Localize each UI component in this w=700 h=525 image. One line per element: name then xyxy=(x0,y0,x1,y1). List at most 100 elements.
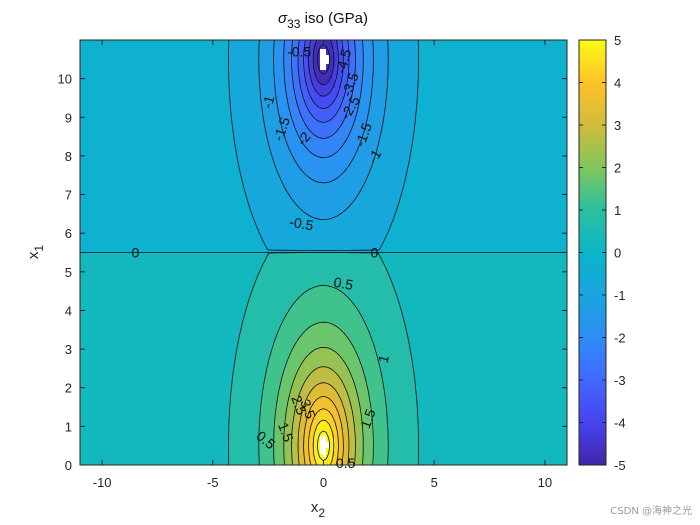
field-cell xyxy=(317,58,321,62)
field-cell xyxy=(377,40,381,44)
field-cell xyxy=(353,97,357,101)
field-cell xyxy=(299,40,303,44)
field-cell xyxy=(116,82,120,86)
field-cell xyxy=(383,76,387,80)
field-cell xyxy=(167,91,171,95)
field-cell xyxy=(389,106,393,110)
field-cell xyxy=(533,91,537,95)
field-cell xyxy=(377,82,381,86)
field-cell xyxy=(485,43,489,47)
field-cell xyxy=(395,82,399,86)
field-cell xyxy=(425,109,429,113)
field-cell xyxy=(152,109,156,113)
field-cell xyxy=(167,94,171,98)
field-cell xyxy=(200,43,204,47)
field-cell xyxy=(518,43,522,47)
field-cell xyxy=(338,112,342,116)
field-cell xyxy=(104,46,108,50)
field-cell xyxy=(200,76,204,80)
field-cell xyxy=(554,64,558,68)
field-cell xyxy=(146,67,150,71)
field-cell xyxy=(380,67,384,71)
field-cell xyxy=(308,67,312,71)
field-cell xyxy=(308,103,312,107)
field-cell xyxy=(212,70,216,74)
field-cell xyxy=(158,40,162,44)
field-cell xyxy=(467,49,471,53)
field-cell xyxy=(299,52,303,56)
field-cell xyxy=(251,46,255,50)
field-cell xyxy=(245,85,249,89)
field-cell xyxy=(488,79,492,83)
field-cell xyxy=(251,100,255,104)
field-cell xyxy=(143,61,147,65)
field-cell xyxy=(428,115,432,119)
field-cell xyxy=(560,79,564,83)
field-cell xyxy=(407,58,411,62)
field-cell xyxy=(113,40,117,44)
field-cell xyxy=(278,76,282,80)
field-cell xyxy=(362,103,366,107)
field-cell xyxy=(536,112,540,116)
field-cell xyxy=(515,79,519,83)
field-cell xyxy=(398,112,402,116)
field-cell xyxy=(242,40,246,44)
field-cell xyxy=(143,79,147,83)
field-cell xyxy=(458,91,462,95)
field-cell xyxy=(110,91,114,95)
field-cell xyxy=(554,118,558,122)
field-cell xyxy=(548,115,552,119)
field-cell xyxy=(203,94,207,98)
field-cell xyxy=(146,106,150,110)
field-cell xyxy=(221,52,225,56)
field-cell xyxy=(182,91,186,95)
field-cell xyxy=(482,40,486,44)
field-cell xyxy=(368,85,372,89)
field-cell xyxy=(296,109,300,113)
field-cell xyxy=(185,100,189,104)
field-cell xyxy=(260,43,264,47)
field-cell xyxy=(101,109,105,113)
field-cell xyxy=(266,82,270,86)
field-cell xyxy=(401,94,405,98)
field-cell xyxy=(299,70,303,74)
field-cell xyxy=(431,55,435,59)
field-cell xyxy=(89,67,93,71)
field-cell xyxy=(167,103,171,107)
field-cell xyxy=(347,109,351,113)
field-cell xyxy=(209,82,213,86)
field-cell xyxy=(116,115,120,119)
field-cell xyxy=(425,85,429,89)
field-cell xyxy=(374,103,378,107)
field-cell xyxy=(296,106,300,110)
field-cell xyxy=(557,67,561,71)
field-cell xyxy=(350,43,354,47)
field-cell xyxy=(521,79,525,83)
field-cell xyxy=(542,55,546,59)
field-cell xyxy=(467,58,471,62)
field-cell xyxy=(422,112,426,116)
field-cell xyxy=(464,70,468,74)
field-cell xyxy=(212,82,216,86)
field-cell xyxy=(542,67,546,71)
field-cell xyxy=(473,100,477,104)
field-cell xyxy=(263,100,267,104)
field-cell xyxy=(143,97,147,101)
field-cell xyxy=(515,97,519,101)
field-cell xyxy=(323,106,327,110)
field-cell xyxy=(503,49,507,53)
field-cell xyxy=(422,97,426,101)
field-cell xyxy=(194,76,198,80)
field-cell xyxy=(218,94,222,98)
field-cell xyxy=(86,40,90,44)
field-cell xyxy=(404,64,408,68)
field-cell xyxy=(371,58,375,62)
field-cell xyxy=(338,115,342,119)
field-cell xyxy=(416,61,420,65)
field-cell xyxy=(494,58,498,62)
field-cell xyxy=(260,85,264,89)
field-cell xyxy=(509,46,513,50)
field-cell xyxy=(377,88,381,92)
field-cell xyxy=(380,112,384,116)
field-cell xyxy=(332,106,336,110)
